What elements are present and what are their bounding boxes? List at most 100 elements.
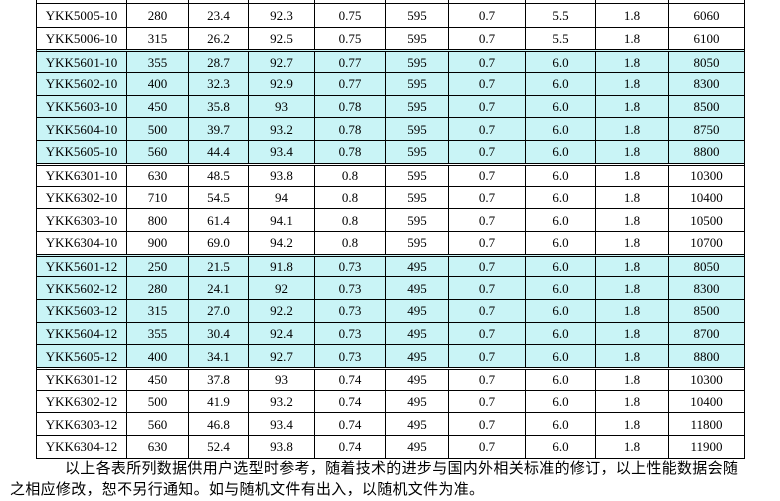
value-cell: 0.74 <box>315 436 386 458</box>
value-cell: 630 <box>127 436 189 458</box>
value-cell: 1.8 <box>596 186 669 209</box>
table-row: YKK6304-12 630 52.4 93.8 0.74 495 0.7 6.0 1.8 119… <box>37 435 744 458</box>
value-cell: 1.8 <box>596 413 669 436</box>
value-cell: 0.78 <box>315 95 386 118</box>
value-cell: 92.2 <box>249 299 315 322</box>
model-cell: YKK5604-12 <box>37 322 127 345</box>
value-cell: 0.7 <box>449 165 526 186</box>
value-cell: 8300 <box>693 76 720 92</box>
value-cell: 1.8 <box>596 141 669 163</box>
value-cell: 0.7 <box>449 186 526 209</box>
value-cell: 32.3 <box>189 73 249 95</box>
value-cell: 6.0 <box>526 299 596 322</box>
value-cell: 595 <box>386 165 449 186</box>
value-cell: 900 <box>127 231 189 254</box>
value-cell: 5.5 <box>526 27 596 50</box>
value-cell: 6.0 <box>526 413 596 436</box>
value-cell: 6.0 <box>526 436 596 458</box>
value-cell: 1.8 <box>596 322 669 345</box>
value-cell: 8050 <box>693 258 720 274</box>
model-cell: YKK5602-10 <box>37 73 127 95</box>
value-cell: 1.8 <box>596 277 669 299</box>
table-row: YKK5006-10 315 26.2 92.5 0.75 595 0.7 5.5 1.8 610… <box>37 26 744 50</box>
value-cell: 0.7 <box>449 277 526 299</box>
model-cell: YKK5605-12 <box>37 345 127 367</box>
value-cell: 495 <box>386 277 449 299</box>
value-cell: 595 <box>386 141 449 163</box>
footer-note-line2: 之相应修改，恕不另行通知。如与随机文件有出入，以随机文件为准。 <box>10 482 485 498</box>
value-cell: 6.0 <box>526 209 596 231</box>
value-cell: 8700 <box>693 325 720 341</box>
value-cell: 93.4 <box>249 141 315 163</box>
value-cell: 495 <box>386 390 449 413</box>
value-cell: 10400 <box>690 394 723 410</box>
value-cell: 93 <box>249 370 315 390</box>
value-cell: 6.0 <box>526 73 596 95</box>
value-cell: 10400 <box>690 189 723 205</box>
value-cell: 0.74 <box>315 390 386 413</box>
cutoff-column-border <box>315 0 386 4</box>
value-cell: 6.0 <box>526 231 596 254</box>
value-cell: 0.7 <box>449 390 526 413</box>
value-cell: 94.1 <box>249 209 315 231</box>
value-cell: 0.7 <box>449 118 526 141</box>
value-cell: 92.7 <box>249 345 315 367</box>
value-cell: 41.9 <box>189 390 249 413</box>
cutoff-column-border <box>189 0 249 4</box>
value-cell: 0.7 <box>449 141 526 163</box>
value-cell: 1.8 <box>596 231 669 254</box>
table-row: YKK5604-12 355 30.4 92.4 0.73 495 0.7 6.0 1.8 870… <box>37 321 744 345</box>
model-cell: YKK6302-12 <box>37 390 127 413</box>
value-cell: 800 <box>127 209 189 231</box>
model-cell: YKK6301-12 <box>37 370 127 390</box>
value-cell: 1.8 <box>596 299 669 322</box>
value-cell: 92.5 <box>249 27 315 50</box>
value-cell: 1.8 <box>596 370 669 390</box>
value-cell: 6.0 <box>526 95 596 118</box>
value-cell: 495 <box>386 256 449 277</box>
value-cell: 0.7 <box>449 256 526 277</box>
value-cell: 21.5 <box>189 256 249 277</box>
value-cell: 0.77 <box>315 73 386 95</box>
value-cell: 595 <box>386 73 449 95</box>
value-cell: 560 <box>127 413 189 436</box>
value-cell: 0.8 <box>315 165 386 186</box>
model-cell: YKK6304-12 <box>37 436 127 458</box>
value-cell: 0.75 <box>315 27 386 50</box>
value-cell: 6.0 <box>526 186 596 209</box>
value-cell: 92 <box>249 277 315 299</box>
value-cell: 0.78 <box>315 118 386 141</box>
value-cell: 0.7 <box>449 4 526 27</box>
value-cell: 6.0 <box>526 390 596 413</box>
value-cell: 10300 <box>690 372 723 388</box>
value-cell: 595 <box>386 52 449 73</box>
model-cell: YKK6303-10 <box>37 209 127 231</box>
value-cell: 91.8 <box>249 256 315 277</box>
value-cell: 8500 <box>693 99 720 115</box>
value-cell: 450 <box>127 95 189 118</box>
table-row: YKK6301-10 630 48.5 93.8 0.8 595 0.7 6.0 1.8 1030… <box>37 162 744 186</box>
value-cell: 6.0 <box>526 141 596 163</box>
value-cell: 6.0 <box>526 118 596 141</box>
value-cell: 0.7 <box>449 73 526 95</box>
value-cell: 1.8 <box>596 209 669 231</box>
value-cell: 0.7 <box>449 322 526 345</box>
value-cell: 26.2 <box>189 27 249 50</box>
value-cell: 92.9 <box>249 73 315 95</box>
value-cell: 500 <box>127 118 189 141</box>
value-cell: 6.0 <box>526 345 596 367</box>
value-cell: 495 <box>386 370 449 390</box>
value-cell: 595 <box>386 231 449 254</box>
value-cell: 6.0 <box>526 52 596 73</box>
value-cell: 1.8 <box>596 390 669 413</box>
value-cell: 92.4 <box>249 322 315 345</box>
value-cell: 0.7 <box>449 231 526 254</box>
value-cell: 6.0 <box>526 165 596 186</box>
value-cell: 400 <box>127 345 189 367</box>
value-cell: 280 <box>127 4 189 27</box>
value-cell: 450 <box>127 370 189 390</box>
value-cell: 1.8 <box>596 436 669 458</box>
value-cell: 52.4 <box>189 436 249 458</box>
value-cell: 94 <box>249 186 315 209</box>
